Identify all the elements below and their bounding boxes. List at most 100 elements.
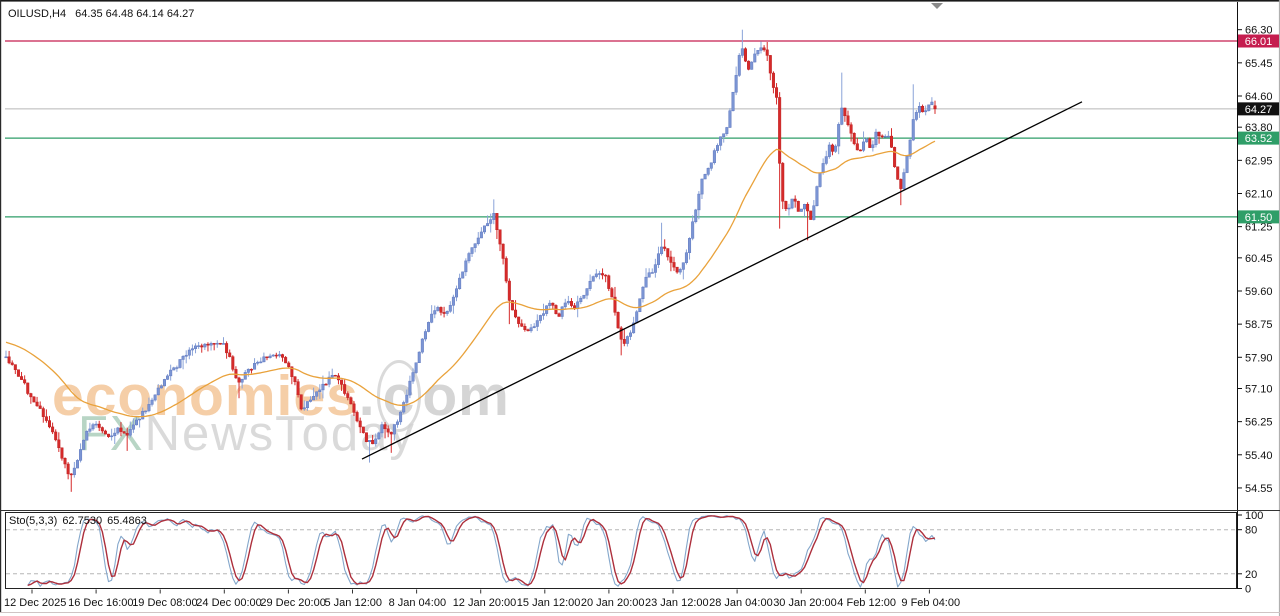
price-badge-bg [1238,210,1279,224]
candle [747,60,751,71]
candle-body [582,294,586,299]
candle-body [277,354,281,357]
candle [159,384,163,389]
candle [386,425,390,438]
candle-body [911,119,915,141]
candle-body [377,432,381,440]
candle [439,306,443,316]
candle-body [312,395,316,401]
candle-body [442,312,446,314]
stochastic-panel [5,512,1237,589]
candle [324,383,328,386]
candle [156,384,160,396]
candle [635,310,639,324]
candle-body [10,362,14,365]
candle-body [902,172,906,189]
candle [716,143,720,154]
candle-body [747,60,751,70]
candle-body [35,401,39,407]
candle-body [221,343,225,345]
candle [498,229,502,252]
candle [840,72,844,126]
candle [594,269,598,279]
candle-body [107,433,111,437]
candle [874,128,878,148]
candle-body [520,323,524,327]
candle-body [834,145,838,152]
candle-body [691,221,695,239]
candle [799,208,803,212]
candle [79,443,83,463]
candle-body [41,408,45,417]
candle-body [927,104,931,111]
candle-body [231,356,235,370]
candle [448,301,452,313]
candle [110,428,114,441]
candle-body [451,296,455,306]
candle [691,215,695,241]
candle [585,288,589,300]
candle-body [190,348,194,351]
candle-body [703,174,707,180]
candle-body [830,144,834,152]
candle-body [368,440,372,442]
candle-body [47,420,51,428]
trendline[interactable] [361,101,1083,460]
candle [197,341,201,349]
candle-body [638,298,642,312]
moving-average-line[interactable] [5,140,936,418]
time-tick-label: 12 Dec 2025 [4,597,66,609]
price-badge: 66.01 [1238,34,1279,48]
candle [355,410,359,423]
candle-body [790,198,794,209]
candle [134,416,138,426]
scroll-to-end-icon[interactable] [931,3,943,9]
time-tick-label: 5 Jan 12:00 [325,597,383,609]
price-tick-label: 61.25 [1245,222,1273,234]
candle-body [172,367,176,371]
candle [430,305,434,324]
candle-body [778,97,782,164]
candle [837,122,841,155]
candle [411,368,415,384]
candle-body [82,439,86,450]
candle [420,337,424,354]
candle-body [51,426,55,433]
candle-body [771,72,775,88]
candle-body [327,376,331,385]
candle-body [383,424,387,430]
candle [395,419,399,428]
candle-body [57,439,61,449]
candle-body [684,252,688,263]
candle [647,268,651,278]
candle-body [395,421,399,425]
candle [688,237,692,260]
candle-body [731,91,735,112]
price-badge: 64.27 [1238,102,1279,116]
candle [402,400,406,414]
candle-body [194,345,198,349]
candle [215,340,219,348]
candle-body [389,431,393,435]
candle-body [346,393,350,398]
candle-body [529,327,533,332]
candle-body [268,355,272,358]
candle [371,434,375,445]
candle-body [908,139,912,157]
candle-body [675,266,679,273]
candle-body [756,50,760,55]
candle-body [364,432,368,442]
candle [349,396,353,405]
candle-body [821,163,825,174]
candle [194,343,198,354]
candle [178,359,182,369]
candle-body [343,384,347,394]
candle-body [775,87,779,98]
candle [473,243,477,253]
candle [582,294,586,300]
candle [588,274,592,291]
candle [684,249,688,265]
candle-body [722,133,726,138]
candle [933,100,937,114]
